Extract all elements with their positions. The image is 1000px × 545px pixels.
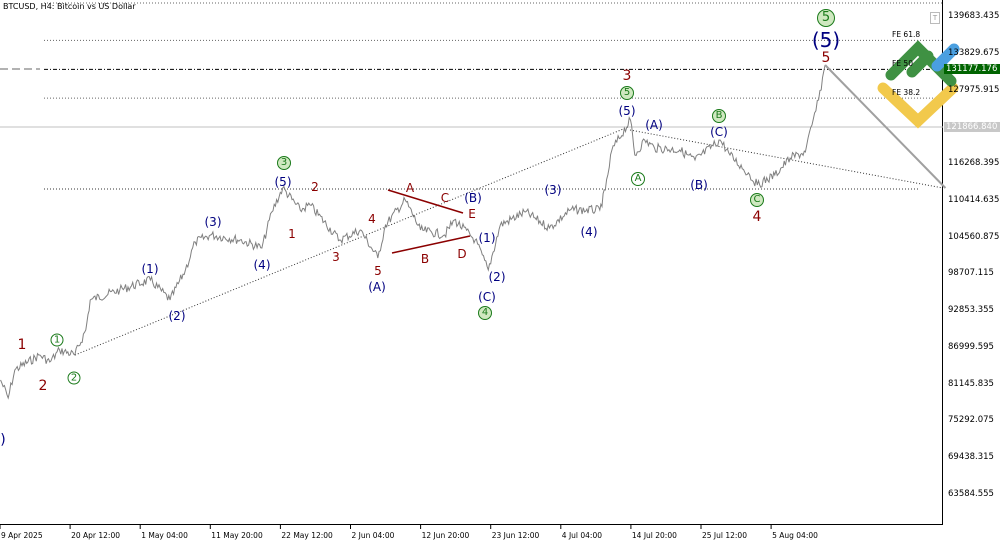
current-price-tag: 131177.176 — [944, 64, 1000, 74]
wave-label: C — [750, 193, 764, 207]
wave-label: 5 — [374, 264, 382, 278]
y-tick-label: 75292.075 — [948, 415, 994, 426]
y-tick-label: 127975.915 — [948, 84, 1000, 95]
x-tick-label: 11 May 20:00 — [211, 531, 263, 540]
wave-label: 2 — [38, 378, 48, 394]
wave-label: (2) — [168, 309, 186, 323]
wave-label: 5 — [620, 86, 634, 100]
wave-label: (B) — [464, 191, 482, 205]
y-tick-label: 63584.555 — [948, 489, 994, 499]
wave-label: 1 — [288, 227, 296, 241]
fib-level-label: FE 38.2 — [892, 88, 921, 98]
wave-label: D — [457, 247, 467, 261]
x-tick-label: 12 Jun 20:00 — [421, 531, 470, 540]
wave-label: (A) — [645, 118, 663, 132]
x-tick-label: 22 May 12:00 — [281, 531, 333, 540]
wave-label: C — [440, 191, 450, 205]
y-tick-label: 110414.635 — [948, 194, 1000, 205]
wave-label: 3 — [622, 68, 632, 84]
wave-label: (C) — [710, 125, 728, 139]
triangle-upper-line — [387, 189, 464, 214]
wave-label: 2 — [67, 371, 81, 385]
wave-label: (B) — [690, 178, 708, 192]
wave-label: A — [405, 181, 415, 195]
wave-label: 4 — [752, 209, 762, 225]
fib-level-label: FE 61.8 — [892, 30, 921, 40]
x-tick-label: 1 May 04:00 — [141, 531, 188, 540]
wave-label: 3 — [277, 156, 291, 170]
y-tick-label: 81145.835 — [948, 378, 994, 389]
x-tick-label: 2 Jun 04:00 — [351, 531, 395, 540]
wave-label: 4 — [478, 306, 492, 320]
y-tick-label: 104560.875 — [948, 231, 1000, 242]
x-tick-label: 23 Jun 12:00 — [491, 531, 540, 540]
wave-label: 1 — [17, 337, 27, 353]
wave-label: (C) — [478, 290, 496, 304]
wave-label: ) — [0, 432, 6, 448]
wave-label: (4) — [253, 258, 271, 272]
x-tick-label: 14 Jul 20:00 — [631, 531, 677, 540]
wave-label: (1) — [141, 262, 159, 276]
lower-trendline — [74, 126, 629, 356]
fib-level-label: FE 100 — [892, 0, 918, 2]
wave-label: 5 — [821, 50, 831, 66]
wave-label: (1) — [478, 231, 496, 245]
y-tick-label: 92853.355 — [948, 305, 994, 316]
fib-level-label: FE 50 — [892, 59, 913, 69]
wave-label: 2 — [311, 180, 319, 194]
wave-label: (3) — [204, 215, 222, 229]
price-series-line — [0, 64, 826, 400]
y-tick-label: 139683.435 — [948, 11, 1000, 21]
wave-label: (5) — [274, 175, 292, 189]
y-tick-label: 86999.595 — [948, 341, 994, 352]
wave-label: (A) — [368, 280, 386, 294]
y-tick-label: 116268.395 — [948, 158, 1000, 169]
x-tick-label: 4 Jul 04:00 — [561, 531, 602, 540]
chart-title: BTCUSD, H4: Bitcoin vs US Dollar — [3, 2, 136, 11]
plot-area[interactable] — [0, 0, 943, 525]
wave-label: (4) — [580, 225, 598, 239]
wave-label: E — [468, 207, 476, 221]
wave-label: 5 — [817, 9, 835, 27]
wave-label: A — [631, 172, 645, 186]
projection-line — [824, 64, 947, 189]
y-tick-label: 133829.675 — [948, 47, 1000, 58]
reference-price-tag: 121866.840 — [944, 122, 1000, 132]
y-tick-label: 69438.315 — [948, 452, 994, 463]
litefinance-logo — [877, 40, 960, 129]
wave-label: 3 — [332, 250, 340, 264]
wave-label: (3) — [544, 183, 562, 197]
x-tick-label: 5 Aug 04:00 — [772, 531, 818, 540]
x-tick-label: 9 Apr 2025 — [1, 531, 43, 540]
triangle-lower-line — [391, 235, 471, 254]
wave-label: (2) — [488, 270, 506, 284]
wave-label: (5) — [618, 104, 636, 118]
wave-label: 1 — [50, 333, 64, 347]
wave-label: B — [420, 252, 430, 266]
x-tick-label: 20 Apr 12:00 — [71, 531, 120, 540]
wave-label: (5) — [811, 28, 841, 52]
wave-label: 4 — [368, 212, 376, 226]
x-tick-label: 25 Jul 12:00 — [702, 531, 747, 540]
text-tool-button[interactable]: T — [930, 12, 940, 24]
wave-label: B — [712, 109, 726, 123]
y-tick-label: 98707.115 — [948, 268, 994, 279]
